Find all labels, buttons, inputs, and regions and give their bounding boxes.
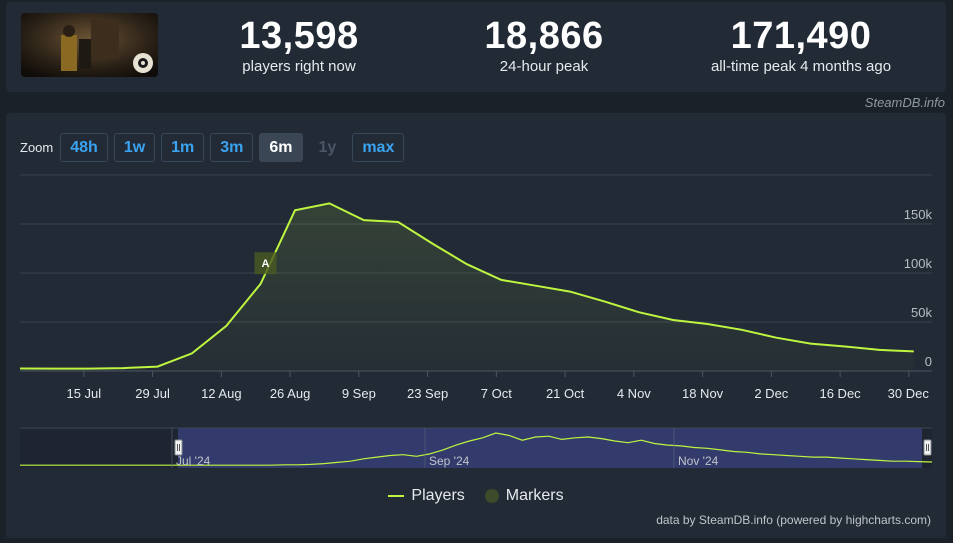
current-players-label: players right now <box>242 58 356 75</box>
zoom-label: Zoom <box>20 140 54 155</box>
legend-players[interactable]: Players <box>388 487 465 505</box>
x-tick-label: 12 Aug <box>201 386 242 401</box>
zoom-1w-button[interactable]: 1w <box>113 133 156 162</box>
stat-24h-peak: 18,866 24-hour peak <box>414 14 674 76</box>
player-count-chart[interactable]: 0 50k 100k 150k 15 Jul 29 Jul 12 Aug 26 Aug 9 S… <box>6 113 946 483</box>
zoom-1y-button: 1y <box>318 139 337 156</box>
navigator-label: Sep '24 <box>429 454 470 468</box>
x-tick-label: 23 Sep <box>407 386 448 401</box>
game-thumbnail[interactable] <box>21 13 158 77</box>
x-tick-label: 26 Aug <box>270 386 311 401</box>
zoom-6m-button[interactable]: 6m <box>259 133 303 162</box>
y-tick-label: 50k <box>911 305 932 320</box>
x-tick-label: 15 Jul <box>66 386 101 401</box>
chart-legend: Players Markers <box>6 487 946 505</box>
navigator[interactable]: Jul '24 Sep '24 Nov '24 <box>20 427 933 468</box>
legend-markers[interactable]: Markers <box>484 487 564 505</box>
steamdb-credit[interactable]: SteamDB.info <box>864 95 945 110</box>
y-axis-labels: 0 50k 100k 150k <box>904 207 933 369</box>
y-tick-label: 0 <box>925 354 932 369</box>
stat-alltime-peak: 171,490 all-time peak 4 months ago <box>671 14 931 76</box>
event-markers[interactable]: A <box>254 252 277 275</box>
x-tick-label: 4 Nov <box>617 386 651 401</box>
x-tick-label: 2 Dec <box>754 386 788 401</box>
game-thumbnail-image <box>21 13 158 77</box>
zoom-1m-button[interactable]: 1m <box>161 133 205 162</box>
legend-players-label: Players <box>411 487 465 504</box>
navigator-label: Jul '24 <box>176 454 211 468</box>
current-players-value: 13,598 <box>239 15 359 57</box>
navigator-selected-range[interactable] <box>178 428 922 468</box>
peak-24h-value: 18,866 <box>484 15 604 57</box>
navigator-label: Nov '24 <box>678 454 719 468</box>
y-tick-label: 150k <box>904 207 933 222</box>
zoom-max-button[interactable]: max <box>352 133 405 162</box>
stats-panel: 13,598 players right now 18,866 24-hour … <box>6 2 946 92</box>
x-tick-label: 30 Dec <box>888 386 930 401</box>
navigator-labels: Jul '24 Sep '24 Nov '24 <box>171 428 719 468</box>
x-tick-label: 18 Nov <box>682 386 724 401</box>
highcharts-credit[interactable]: data by SteamDB.info (powered by highcha… <box>656 513 931 527</box>
zoom-3m-button[interactable]: 3m <box>210 133 254 162</box>
peak-24h-label: 24-hour peak <box>499 58 589 75</box>
event-marker-label: A <box>262 258 270 270</box>
x-tick-label: 7 Oct <box>481 386 512 401</box>
markers-legend-swatch <box>484 489 499 503</box>
x-tick-label: 16 Dec <box>819 386 861 401</box>
players-legend-swatch <box>388 495 405 497</box>
zoom-48h-button[interactable]: 48h <box>60 133 108 162</box>
x-tick-label: 9 Sep <box>342 386 376 401</box>
x-tick-label: 29 Jul <box>135 386 170 401</box>
alltime-peak-value: 171,490 <box>730 15 872 57</box>
players-series-line[interactable] <box>19 202 914 370</box>
chart-panel: Zoom 48h 1w 1m 3m 6m 1y max 0 50k 100k 150k… <box>6 113 946 538</box>
event-marker[interactable] <box>254 252 277 275</box>
x-axis-labels: 15 Jul 29 Jul 12 Aug 26 Aug 9 Sep 23 Sep 7 Oct… <box>66 371 929 401</box>
x-tick-label: 21 Oct <box>546 386 585 401</box>
navigator-right-handle[interactable] <box>923 439 932 456</box>
stat-current-players: 13,598 players right now <box>169 14 429 76</box>
alltime-peak-label: all-time peak 4 months ago <box>710 58 892 75</box>
players-area <box>20 203 914 371</box>
zoom-controls: Zoom 48h 1w 1m 3m 6m 1y max <box>20 133 410 162</box>
legend-markers-label: Markers <box>505 487 564 504</box>
y-tick-label: 100k <box>904 256 933 271</box>
navigator-left-handle[interactable] <box>174 439 183 456</box>
